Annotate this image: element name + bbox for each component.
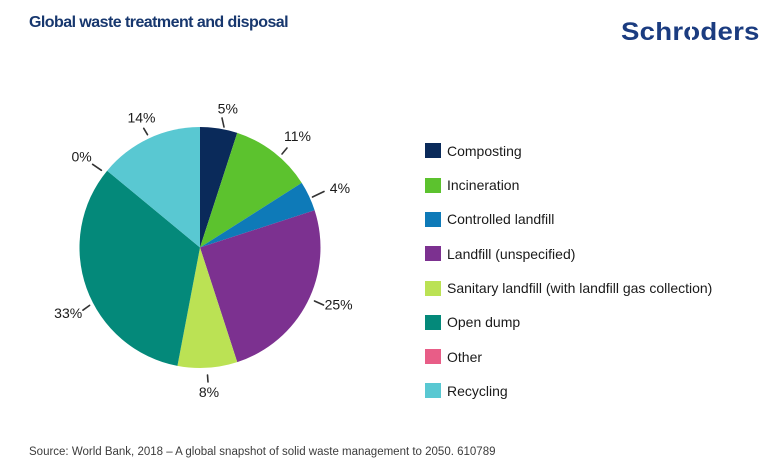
svg-text:11%: 11%	[284, 128, 311, 144]
svg-text:14%: 14%	[127, 110, 155, 126]
svg-text:25%: 25%	[325, 296, 353, 312]
svg-text:0%: 0%	[71, 148, 91, 164]
svg-text:5%: 5%	[218, 101, 238, 117]
svg-text:4%: 4%	[330, 180, 350, 196]
svg-text:8%: 8%	[199, 384, 219, 400]
svg-text:33%: 33%	[54, 305, 82, 321]
